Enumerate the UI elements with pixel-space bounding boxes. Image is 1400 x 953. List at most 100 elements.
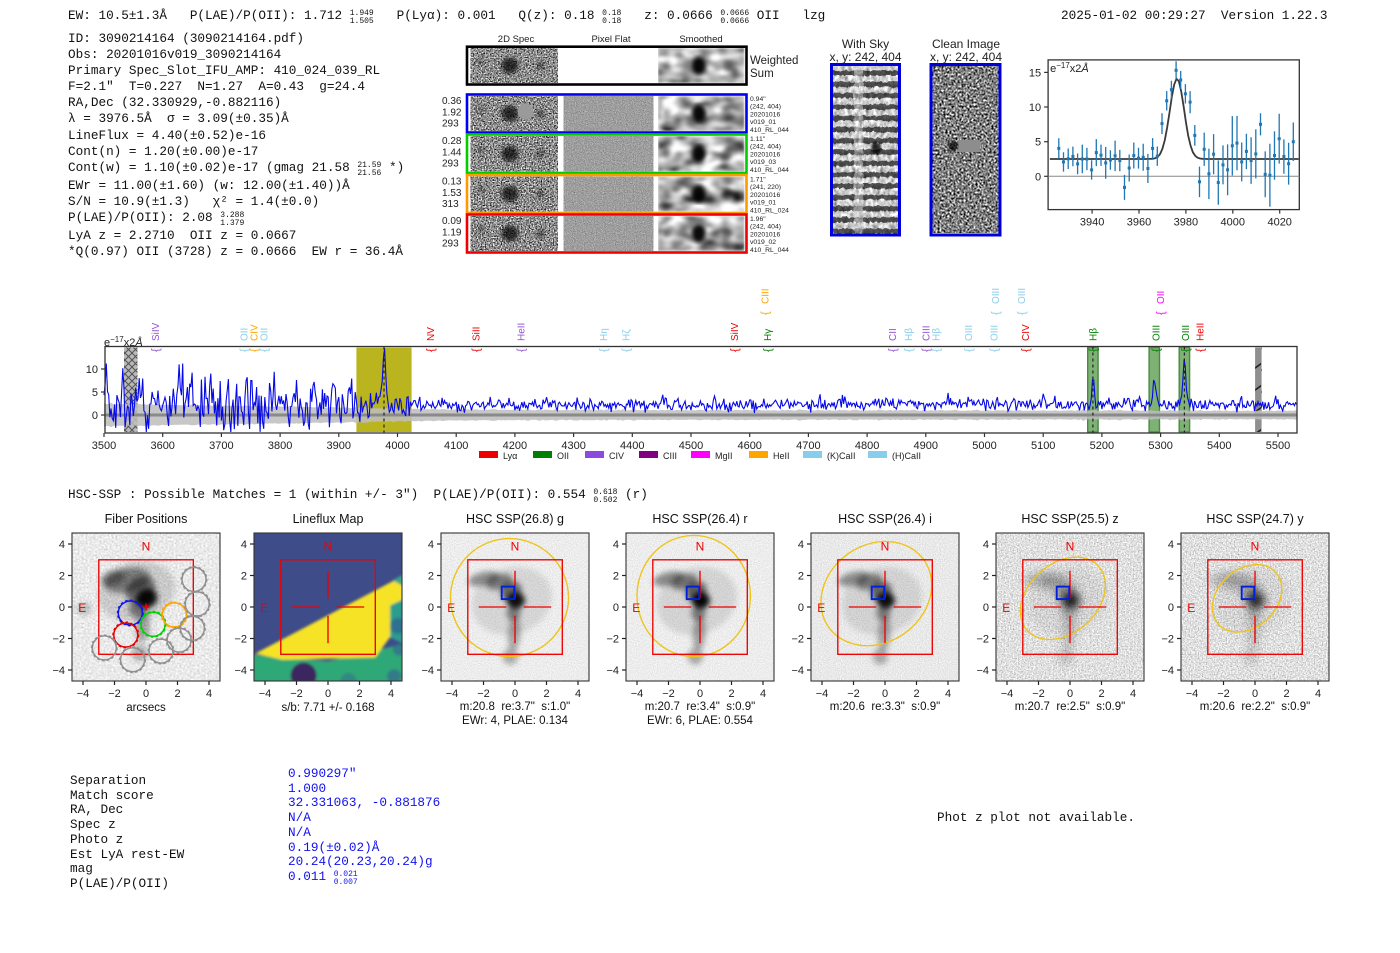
svg-text:EWr: 4, PLAE: 0.134: EWr: 4, PLAE: 0.134 (462, 715, 569, 727)
svg-text:Pixel Flat: Pixel Flat (591, 34, 630, 45)
svg-text:4: 4 (1315, 688, 1321, 700)
svg-text:3800: 3800 (268, 440, 292, 452)
svg-text:5200: 5200 (1090, 440, 1114, 452)
svg-text:0: 0 (798, 602, 804, 614)
svg-text:−2: −2 (108, 688, 121, 700)
svg-text:10: 10 (86, 364, 98, 376)
svg-text:4: 4 (1130, 688, 1136, 700)
svg-text:1.71": 1.71" (750, 177, 766, 184)
svg-text:x, y: 242, 404: x, y: 242, 404 (930, 50, 1002, 64)
svg-text:0.13: 0.13 (442, 177, 462, 188)
svg-text:OII: OII (1156, 291, 1167, 304)
svg-text:2: 2 (913, 688, 919, 700)
svg-text:SiIV: SiIV (730, 322, 741, 341)
svg-text:v019_01: v019_01 (750, 119, 776, 126)
svg-text:2: 2 (428, 570, 434, 582)
svg-text:HSC SSP(26.4) i: HSC SSP(26.4) i (838, 512, 932, 526)
svg-text:E: E (1002, 600, 1010, 614)
svg-text:4200: 4200 (503, 440, 527, 452)
svg-text:313: 313 (442, 199, 459, 210)
svg-text:4: 4 (206, 688, 212, 700)
svg-text:2: 2 (1168, 570, 1174, 582)
svg-text:0: 0 (882, 688, 888, 700)
svg-text:0.94": 0.94" (750, 96, 766, 103)
svg-text:4: 4 (59, 539, 65, 551)
svg-text:2: 2 (1098, 688, 1104, 700)
svg-text:MgII: MgII (715, 451, 733, 461)
svg-text:−4: −4 (259, 688, 272, 700)
svg-text:{: { (930, 348, 942, 352)
svg-text:E: E (817, 600, 825, 614)
svg-text:{: { (150, 348, 162, 352)
svg-text:Weighted: Weighted (750, 55, 798, 67)
svg-text:EWr: 6, PLAE: 0.554: EWr: 6, PLAE: 0.554 (647, 715, 754, 727)
svg-text:{: { (249, 348, 261, 352)
svg-text:−2: −2 (1161, 633, 1174, 645)
svg-text:v019_03: v019_03 (750, 159, 776, 166)
svg-text:3500: 3500 (92, 440, 116, 452)
svg-text:20201016: 20201016 (750, 111, 780, 118)
svg-text:4000: 4000 (1221, 217, 1245, 229)
svg-text:−2: −2 (52, 633, 65, 645)
svg-text:0: 0 (697, 688, 703, 700)
svg-text:293: 293 (442, 159, 459, 170)
svg-text:Fiber Positions: Fiber Positions (105, 512, 188, 526)
svg-text:E: E (447, 600, 455, 614)
svg-text:293: 293 (442, 239, 459, 250)
svg-text:4800: 4800 (855, 440, 879, 452)
svg-text:NV: NV (426, 327, 437, 341)
svg-text:4000: 4000 (385, 440, 409, 452)
svg-text:N: N (324, 539, 333, 553)
svg-text:4900: 4900 (914, 440, 938, 452)
svg-text:4600: 4600 (737, 440, 761, 452)
svg-text:−4: −4 (1161, 665, 1174, 677)
svg-text:{: { (887, 348, 899, 352)
svg-text:−2: −2 (847, 688, 860, 700)
svg-text:N: N (695, 539, 704, 553)
svg-text:−4: −4 (421, 665, 434, 677)
svg-text:OIII: OIII (991, 288, 1002, 304)
svg-text:Smoothed: Smoothed (679, 34, 722, 45)
svg-text:E: E (261, 600, 269, 614)
svg-text:(241, 220): (241, 220) (750, 184, 781, 191)
svg-text:−2: −2 (976, 633, 989, 645)
svg-text:CIV: CIV (609, 451, 624, 461)
svg-text:E: E (632, 600, 640, 614)
svg-text:4: 4 (388, 688, 394, 700)
svg-text:m:20.7 re:3.4" s:0.9": m:20.7 re:3.4" s:0.9" (645, 701, 755, 713)
svg-text:Hβ: Hβ (904, 328, 915, 341)
svg-text:OII: OII (260, 328, 271, 341)
svg-text:−2: −2 (1217, 688, 1230, 700)
svg-text:0: 0 (983, 602, 989, 614)
svg-text:2: 2 (728, 688, 734, 700)
svg-text:{: { (729, 348, 741, 352)
svg-text:2: 2 (174, 688, 180, 700)
svg-text:2: 2 (241, 570, 247, 582)
svg-text:HSC SSP(25.5) z: HSC SSP(25.5) z (1021, 512, 1118, 526)
svg-text:CII: CII (888, 328, 899, 341)
svg-text:CIII: CIII (760, 288, 771, 304)
svg-text:5: 5 (1035, 137, 1041, 149)
svg-text:{: { (1194, 348, 1206, 352)
svg-text:0: 0 (325, 688, 331, 700)
svg-text:5500: 5500 (1266, 440, 1290, 452)
svg-text:4: 4 (1168, 539, 1174, 551)
svg-text:−4: −4 (446, 688, 459, 700)
svg-text:0: 0 (92, 410, 98, 422)
svg-text:CIII: CIII (922, 325, 933, 341)
svg-text:0: 0 (512, 688, 518, 700)
svg-text:−2: −2 (1032, 688, 1045, 700)
svg-text:−4: −4 (52, 665, 65, 677)
svg-text:HSC SSP(26.8) g: HSC SSP(26.8) g (466, 512, 564, 526)
svg-text:0: 0 (1035, 171, 1041, 183)
svg-text:0: 0 (428, 602, 434, 614)
svg-text:2D Spec: 2D Spec (498, 34, 535, 45)
svg-text:−2: −2 (477, 688, 490, 700)
svg-text:v019_02: v019_02 (750, 239, 776, 246)
svg-text:Hβ: Hβ (931, 328, 942, 341)
svg-text:Hβ: Hβ (1089, 328, 1100, 341)
svg-text:4700: 4700 (796, 440, 820, 452)
svg-text:5000: 5000 (972, 440, 996, 452)
svg-text:410_RL_044: 410_RL_044 (750, 247, 789, 254)
svg-text:−4: −4 (976, 665, 989, 677)
